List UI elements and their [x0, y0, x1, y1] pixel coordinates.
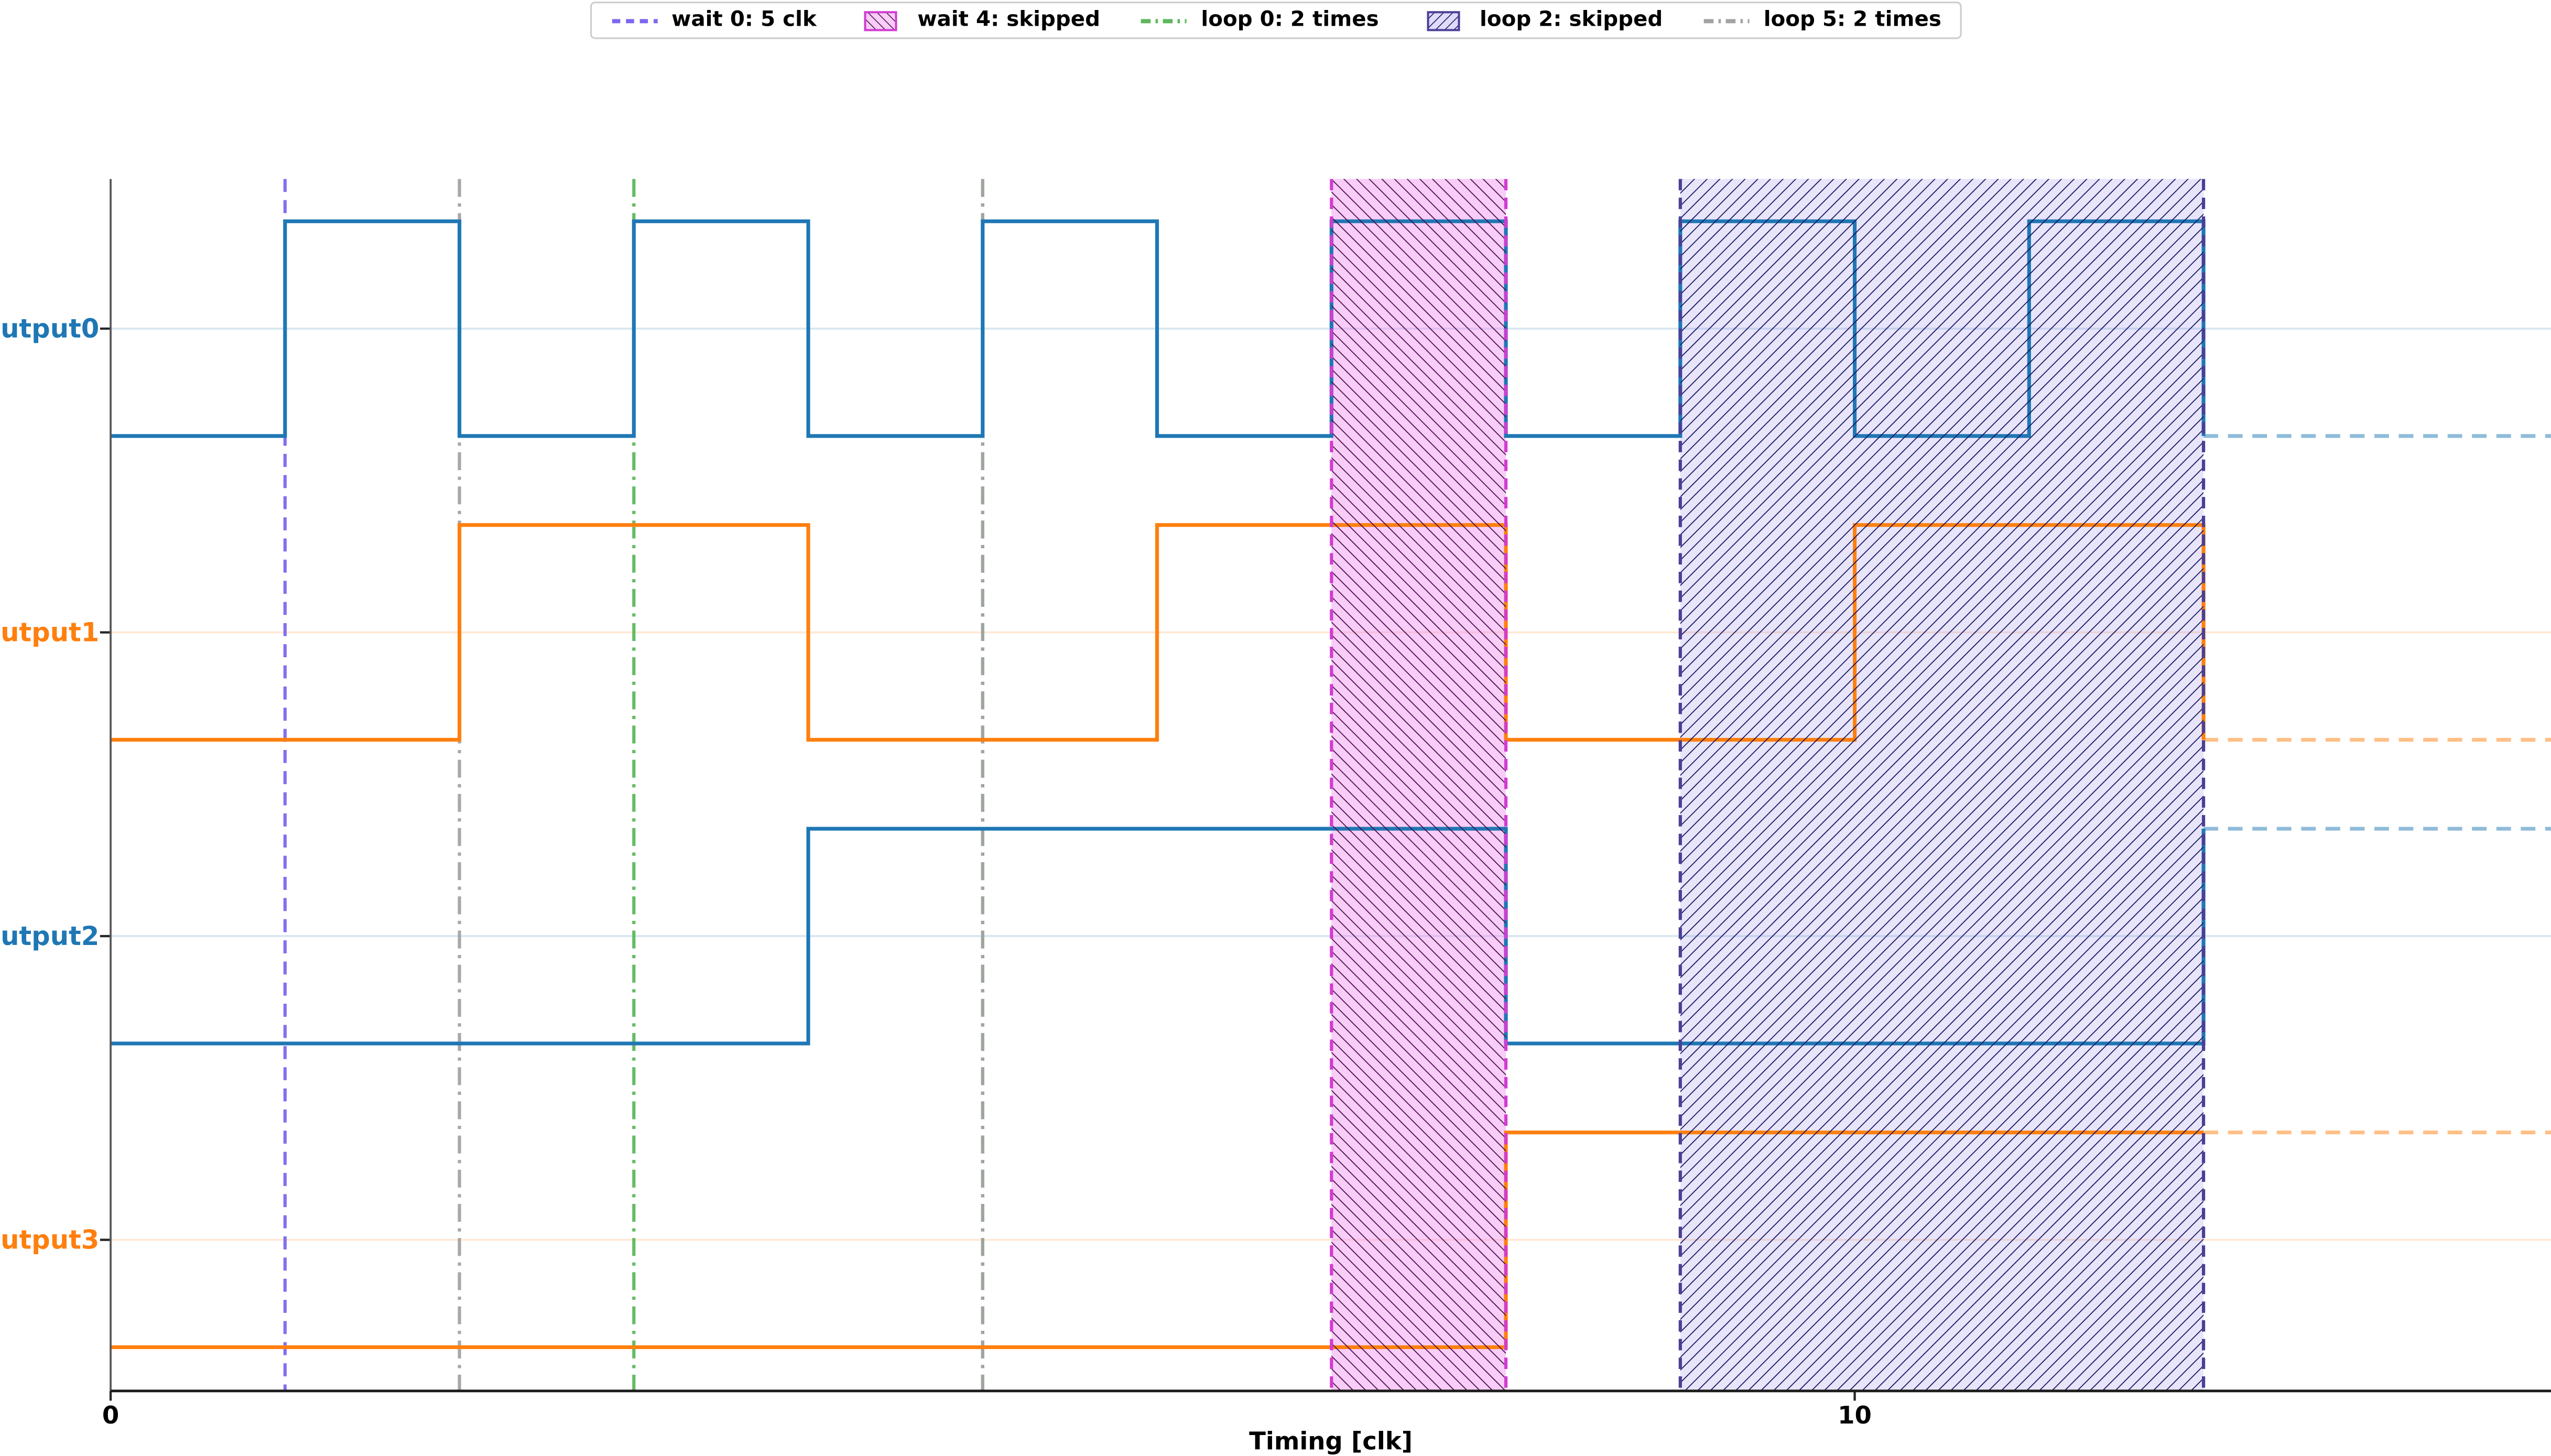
- y-tick-label-output2: output2: [0, 921, 99, 951]
- axis-ticks: [100, 327, 1856, 1401]
- legend-item-loop0: loop 0: 2 times: [1139, 8, 1379, 33]
- skipped-region-hatches: [1330, 179, 2206, 1391]
- legend-item-label: loop 0: 2 times: [1201, 8, 1379, 33]
- y-tick-label-output0: output0: [0, 313, 99, 344]
- legend-item-label: loop 2: skipped: [1480, 8, 1663, 33]
- skipped-region-hatch: [1331, 179, 1506, 1391]
- skipped-region-hatch: [1680, 179, 2204, 1391]
- legend-item-loop2: loop 2: skipped: [1418, 8, 1663, 33]
- legend-item-wait4: wait 4: skipped: [855, 8, 1100, 33]
- legend-item-wait0: wait 0: 5 clk: [610, 8, 817, 33]
- hatched-patch-glyph-icon: [1418, 9, 1468, 31]
- y-tick-label-output1: output1: [0, 617, 99, 648]
- dashdot-line-glyph-icon: [1139, 9, 1189, 31]
- dashed-line-glyph-icon: [610, 9, 660, 31]
- legend-item-label: wait 0: 5 clk: [671, 8, 817, 33]
- x-tick-label-10: 10: [1838, 1401, 1872, 1429]
- legend: wait 0: 5 clk wait 4: skipped loop 0: 2 …: [590, 2, 1961, 39]
- hatched-patch-glyph-icon: [855, 9, 906, 31]
- legend-item-loop5: loop 5: 2 times: [1702, 8, 1941, 33]
- legend-item-label: wait 4: skipped: [917, 8, 1100, 33]
- dashdot-line-glyph-icon: [1702, 9, 1752, 31]
- x-axis-label: Timing [clk]: [1249, 1427, 1413, 1455]
- x-tick-label-0: 0: [102, 1401, 119, 1429]
- legend-item-label: loop 5: 2 times: [1763, 8, 1941, 33]
- y-tick-label-output3: output3: [0, 1225, 99, 1255]
